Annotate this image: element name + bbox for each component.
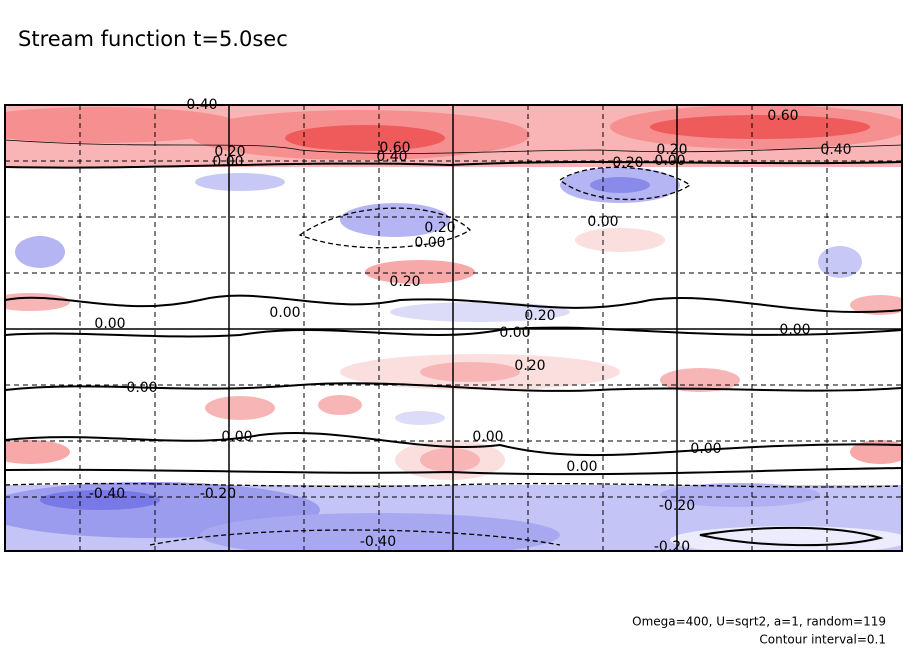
contour-label: 0.20 (656, 142, 687, 158)
contour-label: -0.40 (360, 534, 396, 550)
contour-label: 0.00 (94, 316, 125, 332)
contour-label: 0.00 (779, 322, 810, 338)
contour-label: 0.20 (514, 358, 545, 374)
contour-label: 0.00 (221, 429, 252, 445)
contour-label: 0.20 (214, 144, 245, 160)
contour-label: -0.20 (659, 498, 695, 514)
contour-label: 0.00 (690, 441, 721, 457)
contour-label: 0.00 (654, 153, 685, 169)
contour-label: 0.20 (389, 274, 420, 290)
note: Omega=400, U=sqrt2, a=1, random=119 (632, 615, 886, 629)
field (5, 105, 902, 551)
contour-label: 0.00 (126, 380, 157, 396)
plot-frame (4, 104, 903, 552)
contour-label: 0.60 (767, 108, 798, 124)
chart-title: Stream function t=5.0sec (18, 27, 288, 51)
contour-label: 0.00 (269, 305, 300, 321)
contour-label: 0.00 (587, 214, 618, 230)
contour-label: -0.40 (89, 486, 125, 502)
note: Contour interval=0.1 (759, 633, 886, 647)
contour-label: 0.20 (524, 308, 555, 324)
contour-label: -0.20 (200, 486, 236, 502)
contour-label: 0.60 (379, 140, 410, 156)
contour-label: 0.40 (376, 149, 407, 165)
contour-labels: 0.400.600.200.00 0.400.600.400.200.000.20… (89, 97, 852, 555)
contour-label: 0.00 (499, 325, 530, 341)
grid (4, 104, 903, 552)
contour-label: 0.20 (424, 220, 455, 236)
contour-label: -0.20 (654, 539, 690, 555)
contour-label: 0.40 (820, 142, 851, 158)
contour-label: 0.40 (186, 97, 217, 113)
contour-label: 0.20 (612, 155, 643, 171)
contour-label: 0.00 (566, 459, 597, 475)
contour-label: 0.00 (414, 235, 445, 251)
contour-label: 0.00 (212, 154, 243, 170)
contour-label: 0.00 (472, 429, 503, 445)
